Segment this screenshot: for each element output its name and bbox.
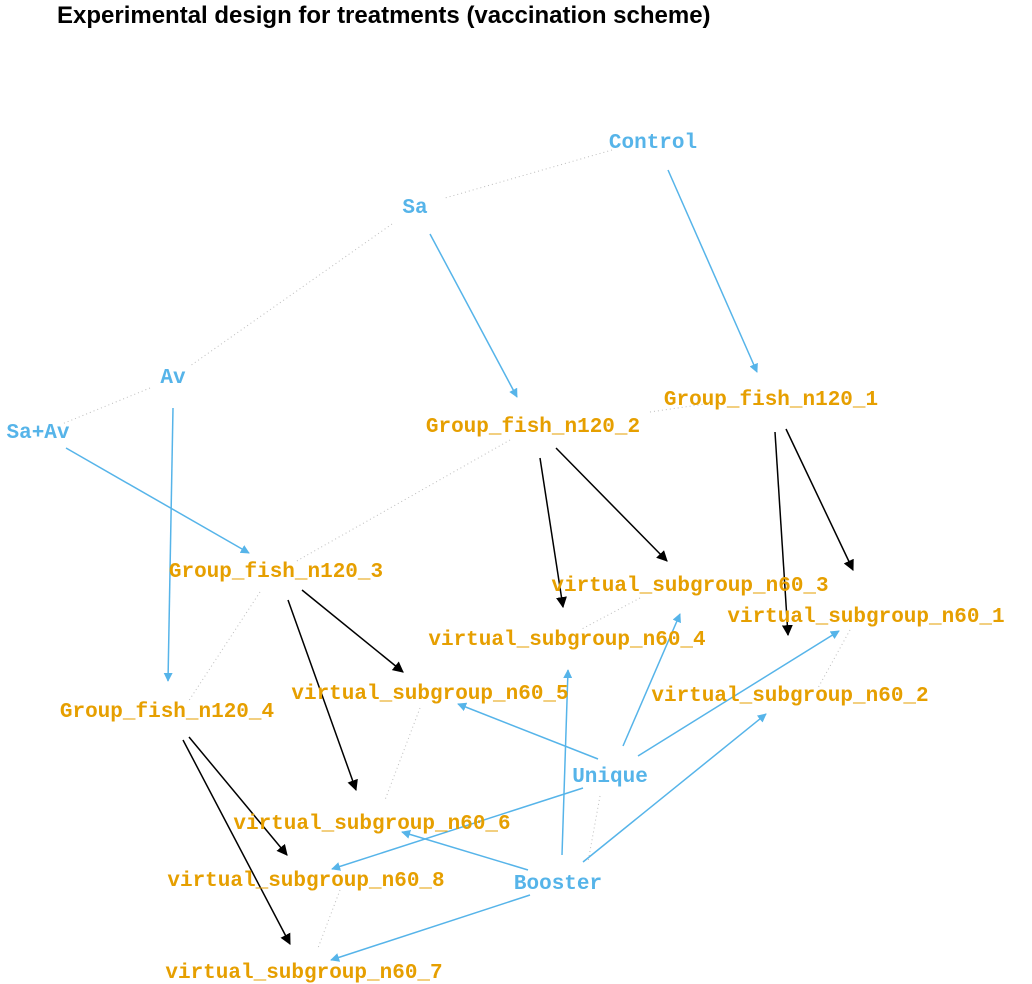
node-group-fish-n120-1: Group_fish_n120_1 bbox=[664, 389, 878, 412]
edge-booster-to-v4 bbox=[561, 669, 573, 856]
node-virtual-subgroup-n60-7: virtual_subgroup_n60_7 bbox=[165, 962, 442, 984]
relation-line-av-sa_av bbox=[61, 387, 151, 425]
edge-booster-to-v6 bbox=[401, 830, 529, 871]
edge-sa_av-to-g3 bbox=[65, 447, 250, 554]
edge-g4-to-v7 bbox=[182, 739, 291, 945]
node-virtual-subgroup-n60-3: virtual_subgroup_n60_3 bbox=[551, 575, 828, 598]
edge-g3-to-v6 bbox=[287, 599, 358, 792]
edge-g1-to-v2 bbox=[774, 431, 793, 637]
node-booster: Booster bbox=[514, 873, 602, 896]
node-group-fish-n120-3: Group_fish_n120_3 bbox=[169, 561, 383, 584]
edge-g3-to-v5 bbox=[301, 589, 404, 673]
edge-control-to-g1 bbox=[667, 169, 758, 373]
edge-av-to-g4 bbox=[163, 407, 174, 682]
node-control: Control bbox=[609, 132, 697, 155]
relation-line-sa-av bbox=[189, 223, 393, 367]
edge-booster-to-v7 bbox=[330, 894, 531, 962]
relation-line-unique-booster bbox=[587, 795, 601, 863]
edge-unique-to-v3 bbox=[622, 613, 681, 747]
node-virtual-subgroup-n60-1: virtual_subgroup_n60_1 bbox=[727, 606, 1004, 629]
edge-booster-to-v2 bbox=[582, 713, 767, 863]
relation-line-v8-v7 bbox=[317, 889, 341, 949]
page-title: Experimental design for treatments (vacc… bbox=[57, 2, 711, 29]
node-sa-av: Sa+Av bbox=[6, 422, 69, 445]
arrow-edges bbox=[65, 169, 854, 962]
edge-g2-to-v4 bbox=[539, 457, 567, 609]
node-av: Av bbox=[160, 367, 186, 390]
node-virtual-subgroup-n60-6: virtual_subgroup_n60_6 bbox=[233, 813, 510, 836]
relation-line-g3-g4 bbox=[187, 591, 261, 703]
nodes: Control Sa Av Sa+Av Group_fish_n120_1 Gr… bbox=[6, 132, 1004, 984]
node-group-fish-n120-4: Group_fish_n120_4 bbox=[60, 701, 274, 724]
relation-line-control-sa bbox=[444, 149, 613, 199]
edge-g4-to-v8 bbox=[188, 736, 288, 856]
node-virtual-subgroup-n60-4: virtual_subgroup_n60_4 bbox=[428, 629, 705, 652]
node-virtual-subgroup-n60-2: virtual_subgroup_n60_2 bbox=[651, 685, 928, 708]
edge-unique-to-v5 bbox=[457, 702, 599, 760]
edge-unique-to-v1 bbox=[637, 630, 840, 757]
relation-lines bbox=[61, 149, 851, 949]
edge-sa-to-g2 bbox=[429, 233, 518, 398]
edge-unique-to-v8 bbox=[331, 787, 584, 871]
node-sa: Sa bbox=[402, 197, 428, 220]
node-unique: Unique bbox=[572, 766, 648, 789]
relation-line-g2-g3 bbox=[294, 439, 511, 563]
relation-line-v5-v6 bbox=[384, 707, 421, 801]
edge-g1-to-v1 bbox=[785, 428, 854, 571]
relation-line-v1-v2 bbox=[817, 629, 851, 689]
node-virtual-subgroup-n60-5: virtual_subgroup_n60_5 bbox=[291, 683, 568, 706]
node-virtual-subgroup-n60-8: virtual_subgroup_n60_8 bbox=[167, 870, 444, 893]
node-group-fish-n120-2: Group_fish_n120_2 bbox=[426, 416, 640, 439]
relation-line-v3-v4 bbox=[579, 597, 641, 631]
edge-g2-to-v3 bbox=[555, 447, 668, 562]
